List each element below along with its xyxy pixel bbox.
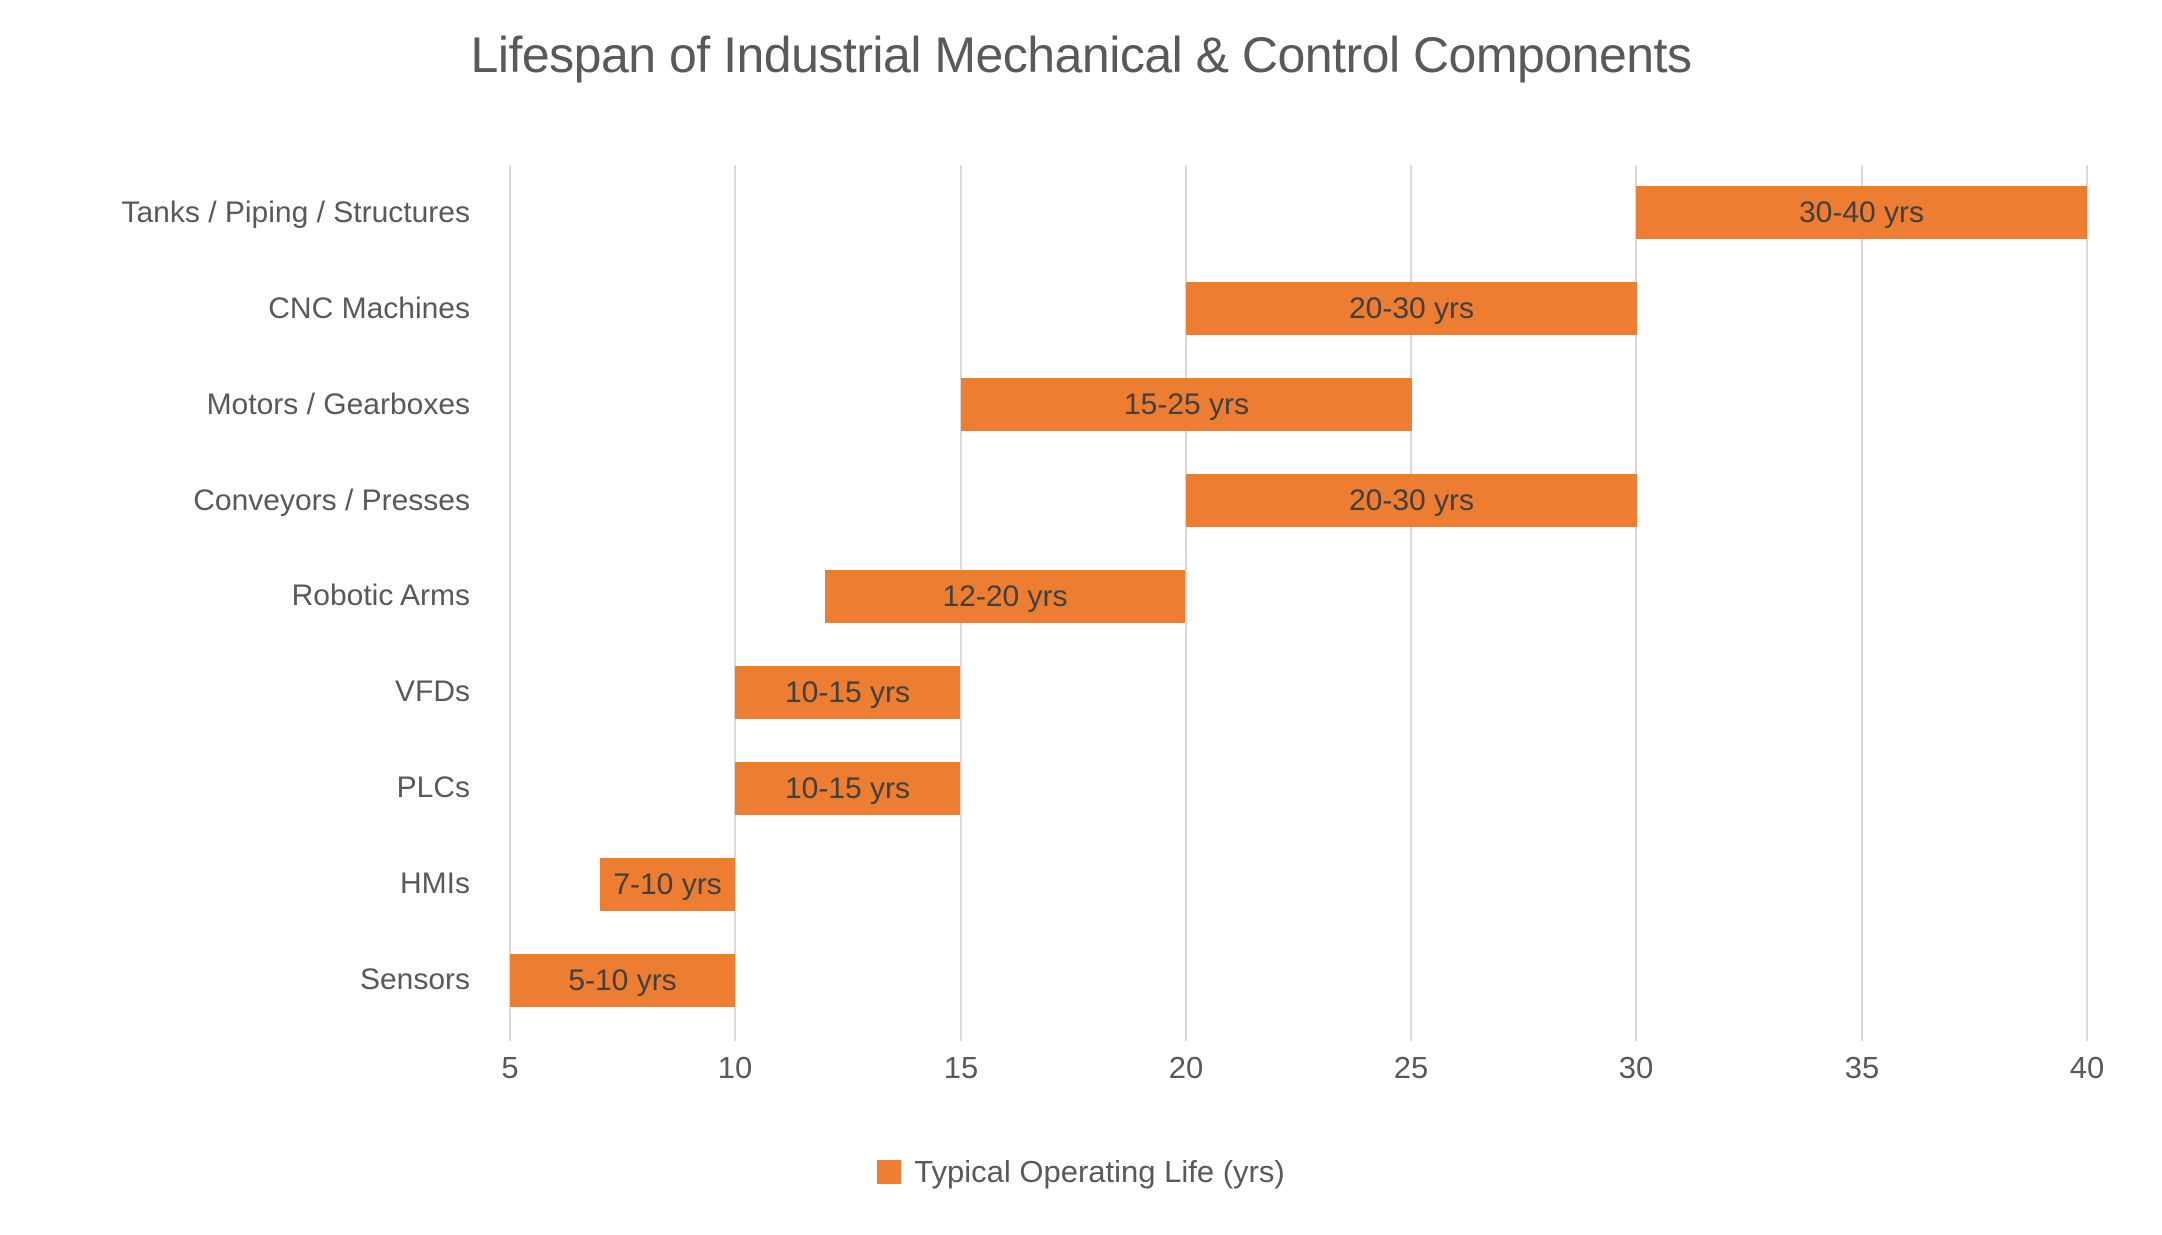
category-label: Sensors (359, 963, 470, 997)
category-label: PLCs (396, 771, 470, 805)
bar-label: 5-10 yrs (568, 963, 677, 997)
bar-label: 10-15 yrs (784, 771, 911, 805)
category-label: Motors / Gearboxes (206, 387, 470, 421)
category-label: Robotic Arms (291, 579, 470, 613)
x-tick-label: 10 (717, 1050, 753, 1085)
x-tick-label: 20 (1168, 1050, 1204, 1085)
legend-label: Typical Operating Life (yrs) (914, 1154, 1285, 1189)
x-tick-label: 40 (2069, 1050, 2105, 1085)
category-label: VFDs (395, 675, 470, 709)
gridline (1635, 165, 1637, 1041)
bar-label: 20-30 yrs (1348, 291, 1475, 325)
gridline (1410, 165, 1412, 1041)
category-label: HMIs (400, 867, 470, 901)
bar-label: 20-30 yrs (1348, 483, 1475, 517)
gridline (734, 165, 736, 1041)
bar-label: 7-10 yrs (613, 867, 722, 901)
plot-area: 30-40 yrs 20-30 yrs 15-25 yrs 20-30 yrs 12-2… (509, 165, 2088, 1041)
bar: 20-30 yrs (1186, 474, 1637, 527)
x-tick-label: 35 (1844, 1050, 1880, 1085)
bar: 7-10 yrs (600, 858, 735, 911)
bar: 10-15 yrs (735, 762, 960, 815)
gridline (1861, 165, 1863, 1041)
category-label: Tanks / Piping / Structures (121, 195, 471, 229)
category-label: CNC Machines (268, 291, 470, 325)
category-label: Conveyors / Presses (193, 483, 470, 517)
gridline (1185, 165, 1187, 1041)
legend-swatch-icon (877, 1160, 902, 1184)
bar: 10-15 yrs (735, 666, 960, 719)
bar-label: 12-20 yrs (942, 579, 1068, 613)
x-tick-label: 30 (1618, 1050, 1654, 1085)
x-tick-label: 5 (501, 1050, 519, 1085)
legend: Typical Operating Life (yrs) (0, 1148, 2162, 1196)
bar: 12-20 yrs (825, 570, 1185, 623)
bar-label: 30-40 yrs (1798, 195, 1925, 229)
gridline (2086, 165, 2088, 1041)
gridline (509, 165, 511, 1041)
bar: 20-30 yrs (1186, 282, 1637, 335)
bar-label: 10-15 yrs (784, 675, 911, 709)
chart-title: Lifespan of Industrial Mechanical & Cont… (470, 27, 1692, 83)
bar: 5-10 yrs (510, 954, 735, 1007)
bar: 15-25 yrs (961, 378, 1412, 431)
x-tick-label: 15 (943, 1050, 979, 1085)
bar-label: 15-25 yrs (1123, 387, 1250, 421)
x-tick-label: 25 (1393, 1050, 1429, 1085)
bar: 30-40 yrs (1636, 186, 2087, 239)
